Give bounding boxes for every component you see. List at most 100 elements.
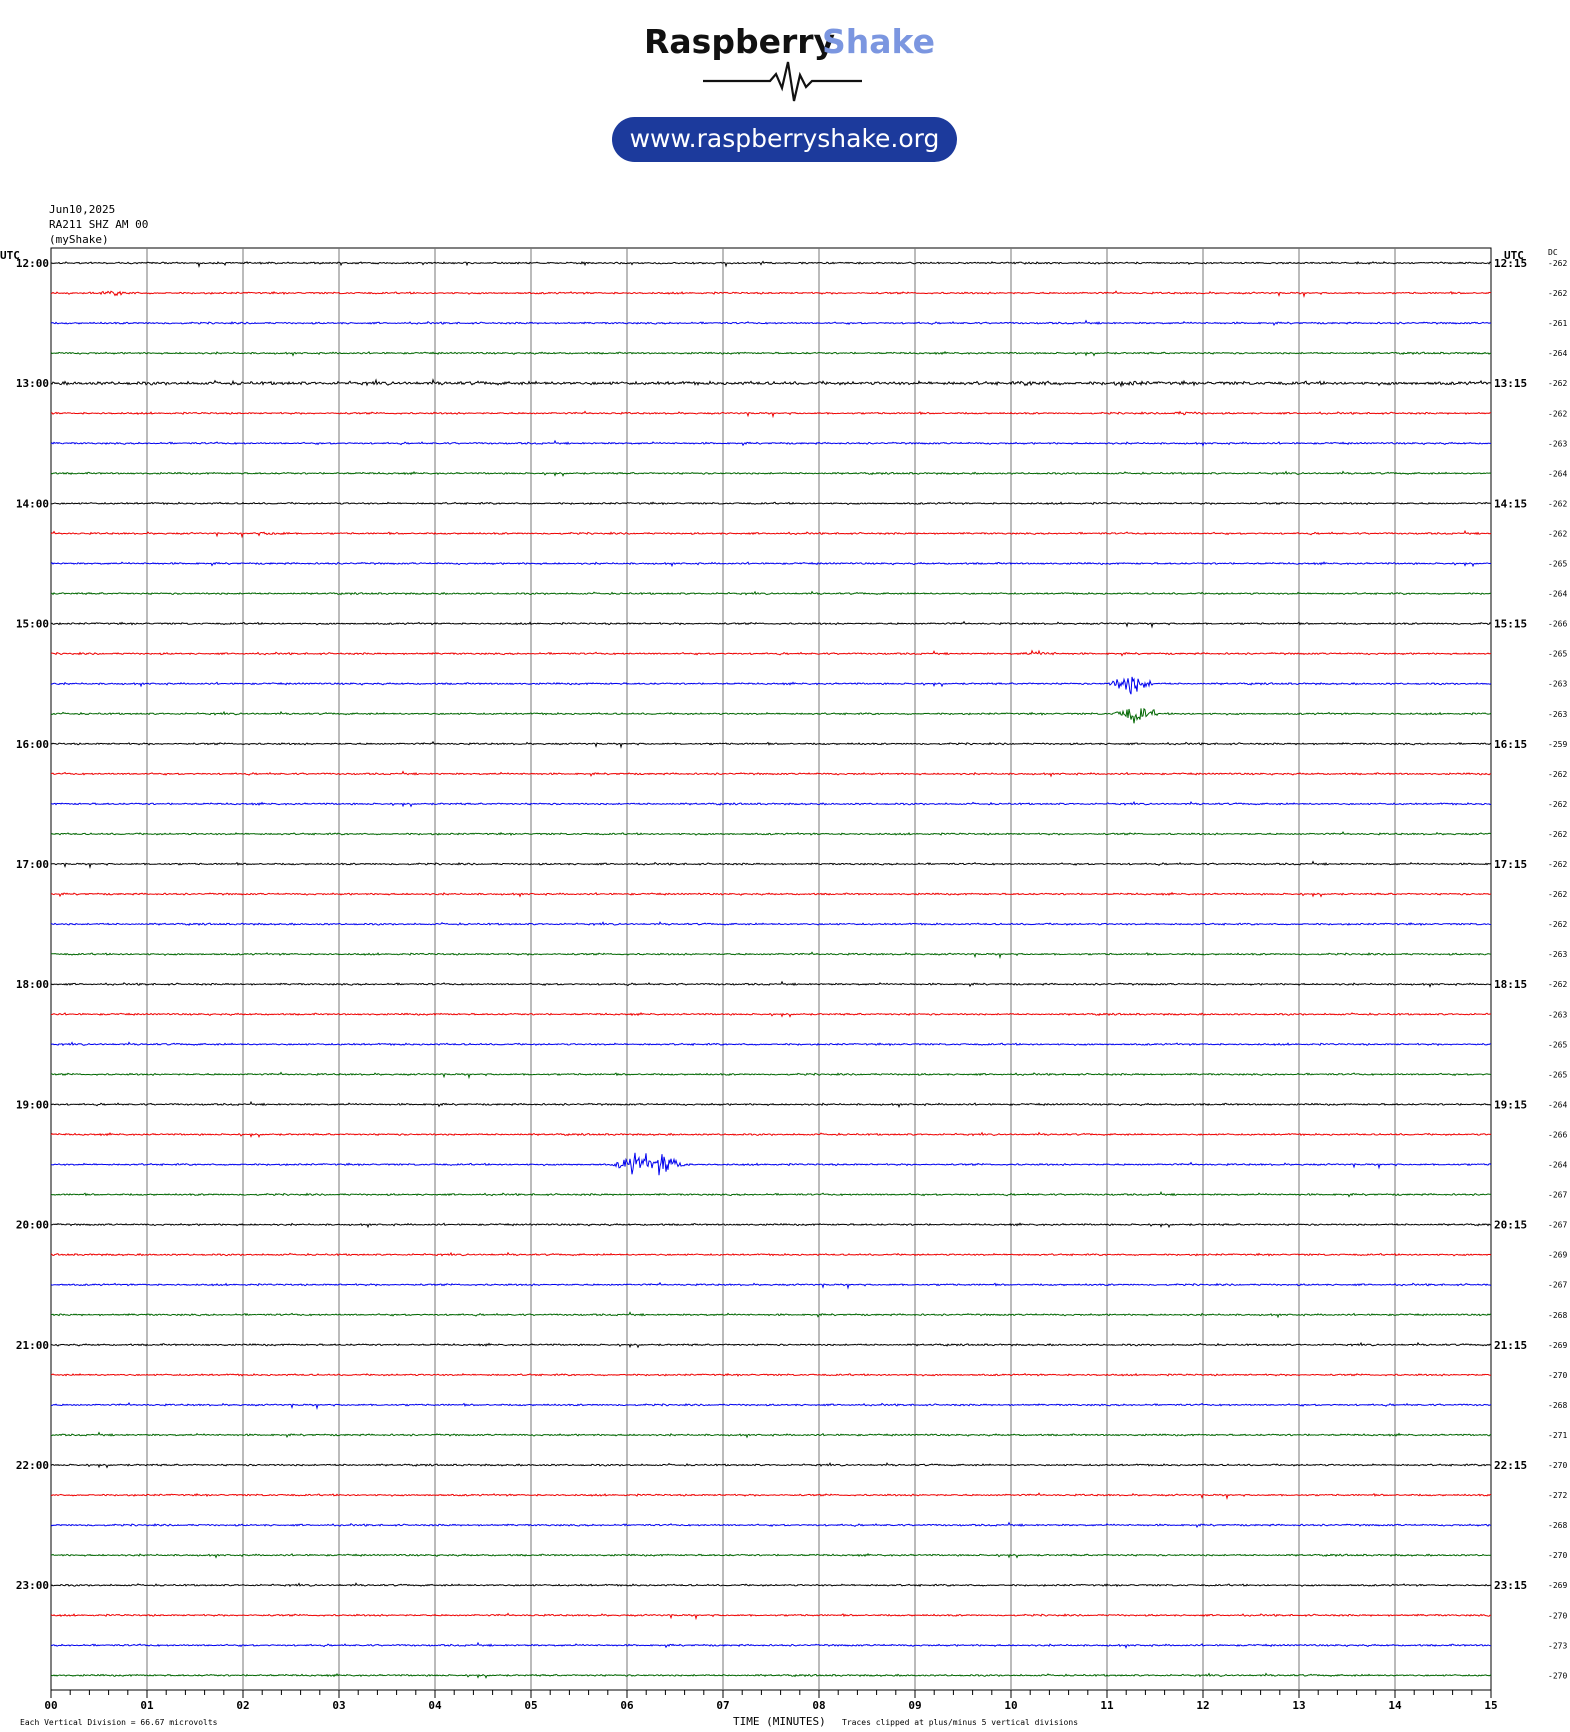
x-tick-label: 04: [428, 1699, 442, 1712]
hour-label-right: 14:15: [1494, 497, 1527, 510]
x-tick-label: 13: [1292, 1699, 1305, 1712]
dc-offset-label: -259: [1548, 740, 1567, 749]
trace-line: [50, 350, 1492, 357]
trace-line: [50, 1131, 1492, 1138]
trace-line: [50, 1041, 1491, 1047]
x-tick-label: 03: [332, 1699, 345, 1712]
right-axis-title: UTC: [1504, 249, 1524, 262]
dc-offset-label: -262: [1548, 800, 1567, 809]
x-tick-label: 15: [1484, 1699, 1497, 1712]
trace-line: [50, 529, 1492, 539]
url-pill[interactable]: [612, 117, 957, 162]
dc-offset-label: -264: [1548, 590, 1567, 599]
x-tick-label: 06: [620, 1699, 634, 1712]
trace-line: [50, 951, 1491, 960]
dc-offset-label: -262: [1548, 890, 1567, 899]
hour-label-right: 13:15: [1494, 377, 1527, 390]
network-name: (myShake): [49, 233, 109, 246]
dc-offset-label: -262: [1548, 259, 1567, 268]
dc-offset-label: -267: [1548, 1281, 1567, 1290]
dc-offset-label: -262: [1548, 860, 1567, 869]
dc-offset-label: -266: [1548, 1130, 1567, 1139]
left-axis-title: UTC: [0, 249, 20, 262]
dc-offset-label: -272: [1548, 1491, 1567, 1500]
clip-note: Traces clipped at plus/minus 5 vertical …: [842, 1718, 1078, 1727]
trace-line: [50, 1311, 1492, 1319]
trace-lines: [50, 260, 1492, 1679]
trace-line: [50, 470, 1492, 477]
dc-offset-label: -262: [1548, 830, 1567, 839]
trace-line: [50, 501, 1492, 506]
trace-line: [50, 319, 1492, 327]
hour-label-right: 20:15: [1494, 1219, 1527, 1232]
dc-offset-label: -265: [1548, 560, 1567, 569]
dc-offset-label: -263: [1548, 950, 1567, 959]
hour-label-right: 18:15: [1494, 978, 1527, 991]
hour-label-left: 21:00: [16, 1339, 49, 1352]
dc-offset-label: -264: [1548, 349, 1567, 358]
trace-line: [50, 1582, 1492, 1588]
dc-offset-label: -264: [1548, 1161, 1567, 1170]
trace-line: [50, 770, 1492, 778]
x-tick-label: 09: [908, 1699, 921, 1712]
hour-label-left: 14:00: [16, 497, 49, 510]
trace-line: [50, 1672, 1492, 1679]
trace-line: [50, 800, 1492, 808]
dc-offset-label: -268: [1548, 1521, 1567, 1530]
trace-line: [50, 1492, 1492, 1500]
hour-label-right: 21:15: [1494, 1339, 1527, 1352]
url-link[interactable]: www.raspberryshake.org: [630, 124, 940, 153]
dc-offset-label: -270: [1548, 1551, 1567, 1560]
trace-line: [50, 1431, 1492, 1439]
trace-line: [50, 1612, 1491, 1621]
hour-label-left: 12:00: [16, 257, 49, 270]
hour-label-right: 17:15: [1494, 858, 1527, 871]
hour-label-right: 16:15: [1494, 738, 1527, 751]
plot-frame: [50, 247, 1492, 1691]
trace-line: [50, 1191, 1492, 1198]
trace-line: [51, 1011, 1491, 1018]
trace-line: [50, 1222, 1492, 1229]
minute-grid: [50, 247, 1492, 1691]
dc-offset-label: -263: [1548, 439, 1567, 448]
x-tick-label: 08: [812, 1699, 825, 1712]
trace-line: [50, 1372, 1492, 1377]
x-tick-label: 14: [1388, 1699, 1402, 1712]
dc-offset-label: -262: [1548, 289, 1567, 298]
trace-line: [50, 260, 1492, 269]
x-axis-label: TIME (MINUTES): [733, 1715, 826, 1728]
dc-offset-label: -262: [1548, 379, 1567, 388]
dc-offset-label: -273: [1548, 1641, 1567, 1650]
dc-offset-label: -270: [1548, 1461, 1567, 1470]
dc-offset-label: -270: [1548, 1611, 1567, 1620]
dc-offset-label: -266: [1548, 620, 1567, 629]
division-note: Each Vertical Division = 66.67 microvolt…: [20, 1718, 218, 1727]
trace-line: [50, 561, 1492, 568]
trace-line: [50, 439, 1491, 447]
dc-offset-label: -262: [1548, 499, 1567, 508]
hour-label-left: 23:00: [16, 1579, 49, 1592]
logo-wave-icon: [703, 61, 862, 102]
trace-line: [50, 620, 1492, 629]
logo-word-shake: Shake: [822, 22, 935, 61]
hour-labels-right: 12:15 13:15 14:15 15:15 16:15 17:15 18:15 19:15…: [1494, 257, 1527, 1592]
dc-offset-label: -265: [1548, 1070, 1567, 1079]
x-tick-label: 11: [1100, 1699, 1114, 1712]
hour-label-right: 12:15: [1494, 257, 1527, 270]
trace-line: [50, 290, 1492, 298]
hour-label-right: 23:15: [1494, 1579, 1527, 1592]
dc-column-title: DC: [1548, 248, 1558, 257]
dc-offset-label: -261: [1548, 319, 1567, 328]
dc-offset-label: -265: [1548, 1040, 1567, 1049]
trace-line: [50, 676, 1492, 695]
dc-offset-label: -269: [1548, 1251, 1567, 1260]
trace-line: [50, 1251, 1492, 1257]
dc-offset-label: -263: [1548, 680, 1567, 689]
trace-line: [50, 831, 1492, 836]
dc-offset-label: -267: [1548, 1191, 1567, 1200]
trace-line: [50, 740, 1492, 749]
trace-line: [50, 1281, 1492, 1290]
hour-label-left: 13:00: [16, 377, 49, 390]
hour-label-left: 22:00: [16, 1459, 49, 1472]
dc-offset-labels: -262 -262 -261 -264 -262 -262 -263 -264 -262 -262…: [1548, 259, 1567, 1680]
